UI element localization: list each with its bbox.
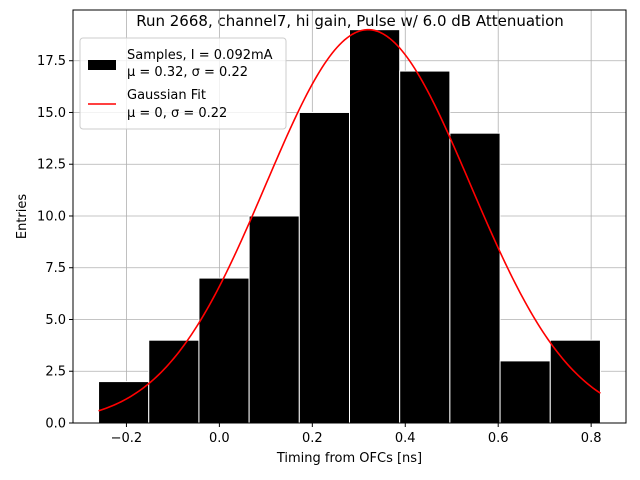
legend-fit-label: Gaussian Fit xyxy=(127,88,206,103)
y-tick-label: 12.5 xyxy=(37,158,66,173)
plot-frame xyxy=(72,9,627,424)
x-tick-label: −0.2 xyxy=(111,431,143,446)
x-tick-label: 0.0 xyxy=(209,431,230,446)
histogram-bar xyxy=(248,215,300,424)
histogram-bar xyxy=(98,381,150,424)
x-tick-label: 0.6 xyxy=(488,431,509,446)
y-tick-label: 17.5 xyxy=(37,54,66,69)
legend: Samples, I = 0.092mA μ = 0.32, σ = 0.22 … xyxy=(79,37,287,130)
y-tick-label: 10.0 xyxy=(37,209,66,224)
legend-fit-stats: μ = 0, σ = 0.22 xyxy=(127,106,227,121)
x-tick-label: 0.2 xyxy=(302,431,323,446)
chart-title: Run 2668, channel7, hi gain, Pulse w/ 6.… xyxy=(136,12,564,30)
histogram-bar xyxy=(148,339,200,424)
legend-box xyxy=(79,37,287,130)
x-tick-label: 0.4 xyxy=(395,431,416,446)
y-tick-label: 2.5 xyxy=(45,365,66,380)
gaussian-fit-curve xyxy=(98,28,601,412)
y-tick-label: 15.0 xyxy=(37,106,66,121)
histogram-bar xyxy=(499,360,551,424)
x-tick-label: 0.8 xyxy=(581,431,602,446)
histogram-bar xyxy=(298,111,351,424)
y-tick-label: 7.5 xyxy=(45,261,66,276)
x-axis-label: Timing from OFCs [ns] xyxy=(276,451,422,466)
legend-samples-stats: μ = 0.32, σ = 0.22 xyxy=(127,65,248,80)
histogram-bars xyxy=(98,29,601,424)
y-axis-label: Entries xyxy=(15,194,30,240)
y-tick-label: 5.0 xyxy=(45,313,66,328)
y-tick-label: 0.0 xyxy=(45,417,66,432)
x-axis-ticks: −0.2 0.0 0.2 0.4 0.6 0.8 xyxy=(111,423,602,446)
histogram-bar xyxy=(449,132,501,424)
y-axis-ticks: 0.0 2.5 5.0 7.5 10.0 12.5 15.0 17.5 xyxy=(37,54,73,432)
histogram-bar xyxy=(349,29,401,424)
legend-samples-swatch xyxy=(88,60,116,70)
histogram-bar xyxy=(399,70,451,424)
legend-samples-label: Samples, I = 0.092mA xyxy=(127,48,273,63)
histogram-bar xyxy=(198,277,250,424)
